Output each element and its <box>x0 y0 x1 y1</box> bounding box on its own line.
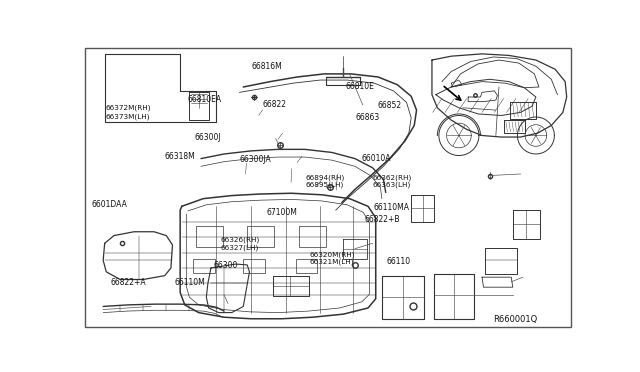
Text: 66110M: 66110M <box>174 279 205 288</box>
Text: 67100M: 67100M <box>266 208 297 217</box>
Text: 66321M(LH): 66321M(LH) <box>309 259 354 265</box>
Text: 66110MA: 66110MA <box>373 203 410 212</box>
Text: 66822+A: 66822+A <box>110 279 146 288</box>
Text: 66300: 66300 <box>214 261 238 270</box>
Text: 6601DAA: 6601DAA <box>92 200 127 209</box>
Text: R660001Q: R660001Q <box>493 315 538 324</box>
Text: 66373M(LH): 66373M(LH) <box>105 113 150 120</box>
Text: 66320M(RH): 66320M(RH) <box>309 251 355 257</box>
Text: 66326(RH): 66326(RH) <box>221 237 260 243</box>
Text: 66363(LH): 66363(LH) <box>372 182 411 188</box>
Text: 66010A: 66010A <box>362 154 391 163</box>
Text: 66318M: 66318M <box>164 152 195 161</box>
Text: 66822+B: 66822+B <box>364 215 400 224</box>
Text: 66300JA: 66300JA <box>239 155 271 164</box>
Text: 66810EA: 66810EA <box>188 94 221 103</box>
Text: 66852: 66852 <box>378 101 401 110</box>
Text: 66810E: 66810E <box>345 82 374 91</box>
Text: 66300J: 66300J <box>195 133 221 142</box>
Text: 66362(RH): 66362(RH) <box>372 174 412 181</box>
Text: 66894(RH): 66894(RH) <box>305 174 344 181</box>
Text: 66816M: 66816M <box>251 62 282 71</box>
Text: 66863: 66863 <box>355 113 380 122</box>
Text: 66372M(RH): 66372M(RH) <box>105 105 151 112</box>
Text: 66822: 66822 <box>263 100 287 109</box>
Text: 66895(LH): 66895(LH) <box>305 182 344 188</box>
Text: 66327(LH): 66327(LH) <box>221 244 259 251</box>
Text: 66110: 66110 <box>386 257 410 266</box>
